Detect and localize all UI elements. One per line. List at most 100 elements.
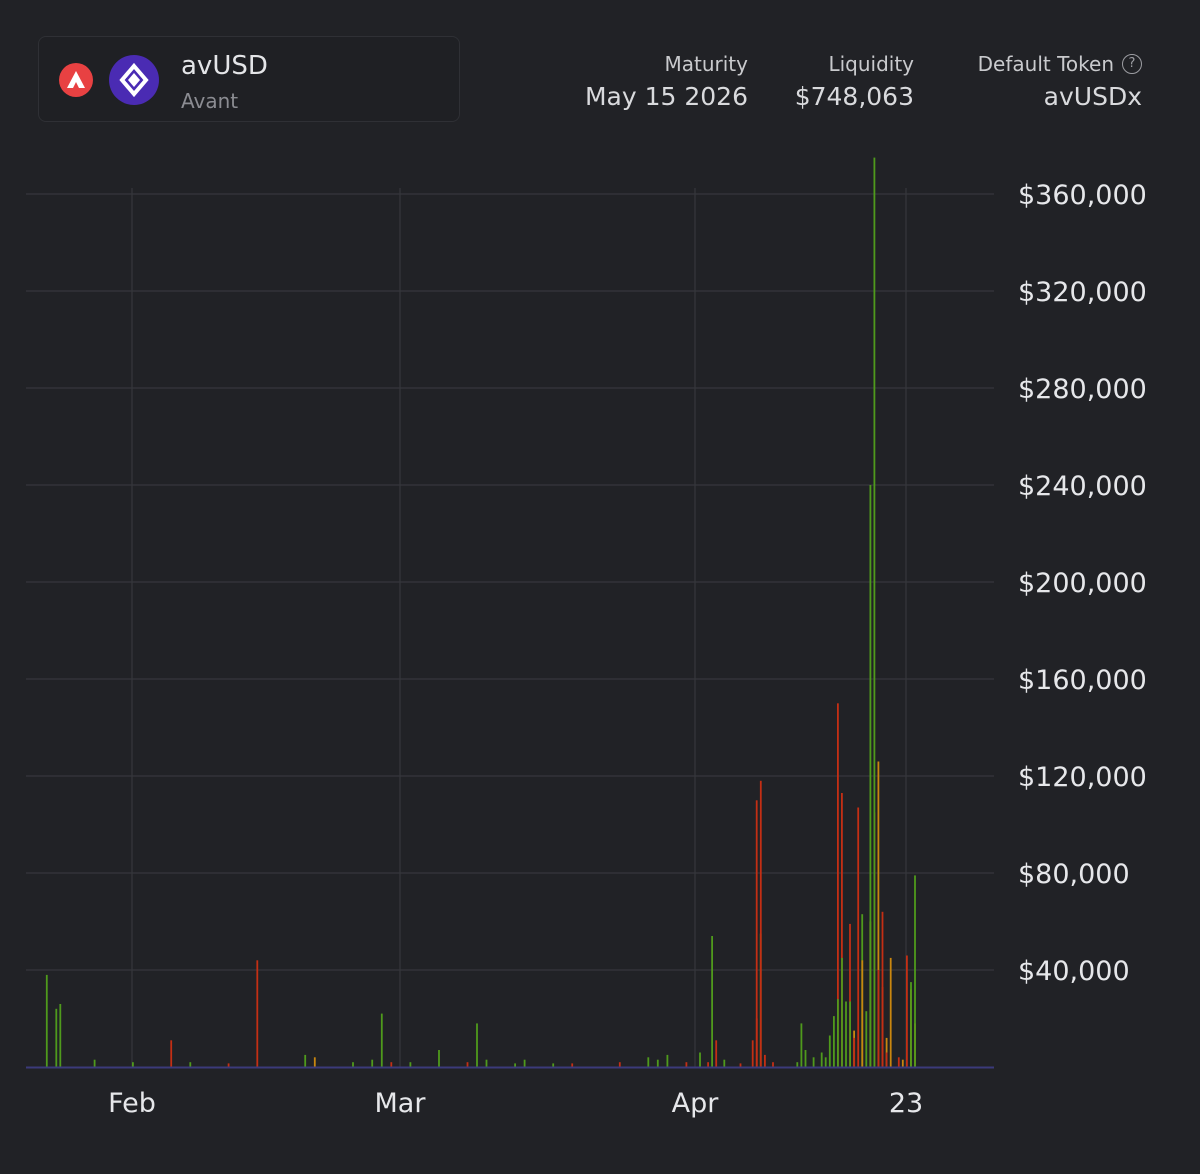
volume-bar[interactable] — [853, 1037, 856, 1067]
volume-bar[interactable] — [873, 157, 876, 1068]
liquidity-value: $748,063 — [794, 82, 914, 111]
volume-bar[interactable] — [656, 1059, 659, 1067]
volume-bar[interactable] — [523, 1059, 526, 1067]
volume-bar[interactable] — [514, 1063, 516, 1067]
volume-bar[interactable] — [837, 999, 839, 1067]
volume-bar[interactable] — [699, 1052, 701, 1068]
volume-bar[interactable] — [764, 1054, 766, 1067]
volume-bar[interactable] — [906, 955, 908, 1068]
volume-bar[interactable] — [685, 1062, 688, 1067]
volume-bar[interactable] — [841, 957, 843, 1067]
volume-bar[interactable] — [313, 1057, 316, 1067]
default-token-value: avUSDx — [1043, 82, 1142, 111]
volume-bar[interactable] — [707, 1062, 709, 1067]
volume-bar[interactable] — [881, 987, 884, 1067]
volume-bar[interactable] — [865, 1011, 868, 1067]
volume-bar[interactable] — [837, 703, 839, 1068]
volume-bar[interactable] — [824, 1057, 827, 1067]
volume-bar[interactable] — [189, 1062, 192, 1067]
volume-bar[interactable] — [45, 974, 48, 1067]
volume-bar[interactable] — [618, 1062, 621, 1067]
volume-bar[interactable] — [796, 1062, 799, 1067]
volume-bar[interactable] — [857, 807, 860, 1068]
volume-bar[interactable] — [861, 960, 864, 1067]
y-tick-label: $40,000 — [1018, 956, 1130, 987]
volume-bar[interactable] — [849, 923, 851, 1067]
volume-bar[interactable] — [877, 970, 880, 1067]
x-axis-ticks: Feb Mar Apr 23 — [108, 1088, 923, 1119]
volume-bar[interactable] — [711, 936, 713, 1067]
y-tick-label: $320,000 — [1018, 277, 1147, 308]
x-tick-label: 23 — [889, 1088, 923, 1119]
default-token-stat: Default Token ? avUSDx — [978, 52, 1142, 111]
volume-bar[interactable] — [352, 1062, 354, 1067]
token-card[interactable]: avUSD Avant — [38, 36, 460, 122]
volume-bar[interactable] — [889, 957, 892, 1067]
volume-bar[interactable] — [739, 1063, 742, 1067]
volume-bar[interactable] — [552, 1063, 555, 1067]
volume-bar[interactable] — [828, 1035, 831, 1068]
x-tick-label: Mar — [375, 1088, 427, 1119]
volume-bar[interactable] — [885, 1052, 888, 1068]
volume-bar[interactable] — [380, 1013, 383, 1067]
token-name: avUSD — [181, 51, 268, 81]
volume-bar[interactable] — [227, 1063, 230, 1067]
volume-bar[interactable] — [170, 1040, 173, 1067]
volume-bar[interactable] — [800, 1023, 803, 1067]
volume-bar[interactable] — [647, 1057, 650, 1067]
volume-bar[interactable] — [914, 875, 916, 1067]
volume-bar[interactable] — [666, 1054, 669, 1067]
volume-bar[interactable] — [723, 1059, 726, 1067]
volume-bar[interactable] — [759, 780, 762, 1067]
default-token-label: Default Token — [977, 52, 1114, 76]
volume-bar[interactable] — [466, 1062, 469, 1067]
avalanche-icon — [59, 63, 93, 97]
volume-bar[interactable] — [438, 1050, 440, 1067]
volume-bar[interactable] — [833, 1016, 835, 1067]
volume-bar[interactable] — [751, 1040, 754, 1067]
volume-bar[interactable] — [390, 1062, 393, 1067]
volume-bar[interactable] — [849, 1001, 851, 1068]
x-tick-label: Apr — [672, 1088, 720, 1119]
y-axis-ticks: $40,000 $80,000 $120,000 $160,000 $200,000 $2… — [1018, 180, 1147, 987]
volume-bar[interactable] — [897, 1057, 900, 1067]
volume-bar[interactable] — [304, 1054, 307, 1067]
volume-bar[interactable] — [476, 1023, 478, 1067]
y-tick-label: $80,000 — [1018, 859, 1130, 890]
volume-bar[interactable] — [901, 1059, 904, 1067]
volume-bar[interactable] — [132, 1062, 134, 1067]
volume-bar[interactable] — [755, 1018, 758, 1068]
liquidity-label: Liquidity — [828, 52, 914, 76]
volume-bar[interactable] — [772, 1062, 774, 1067]
volume-bar[interactable] — [877, 761, 880, 1068]
volume-bar[interactable] — [485, 1059, 488, 1067]
volume-bar[interactable] — [845, 1001, 847, 1068]
volume-bar[interactable] — [59, 1004, 62, 1067]
maturity-stat: Maturity May 15 2026 — [585, 52, 748, 111]
volume-bar[interactable] — [55, 1008, 58, 1067]
volume-bar[interactable] — [371, 1059, 374, 1067]
volume-bar[interactable] — [804, 1050, 807, 1067]
volume-bar[interactable] — [885, 1037, 888, 1067]
volume-bar[interactable] — [812, 1057, 815, 1067]
volume-bar[interactable] — [715, 1040, 718, 1067]
y-tick-label: $280,000 — [1018, 374, 1147, 405]
question-circle-icon[interactable]: ? — [1122, 54, 1142, 74]
volume-bar[interactable] — [820, 1052, 823, 1068]
volume-bar[interactable] — [910, 982, 912, 1067]
token-platform: Avant — [181, 89, 239, 113]
volume-bar[interactable] — [93, 1059, 96, 1067]
avant-logo-icon — [109, 55, 159, 105]
chart-grid — [26, 188, 994, 1067]
volume-bar[interactable] — [571, 1063, 574, 1067]
y-tick-label: $360,000 — [1018, 180, 1147, 211]
volume-bar[interactable] — [256, 960, 259, 1067]
volume-bar[interactable] — [409, 1062, 412, 1067]
volume-bar[interactable] — [869, 485, 872, 1067]
maturity-label: Maturity — [664, 52, 749, 76]
y-tick-label: $240,000 — [1018, 471, 1147, 502]
volume-bar[interactable] — [841, 793, 843, 1067]
volume-bar[interactable] — [755, 800, 758, 1068]
maturity-value: May 15 2026 — [584, 82, 748, 111]
